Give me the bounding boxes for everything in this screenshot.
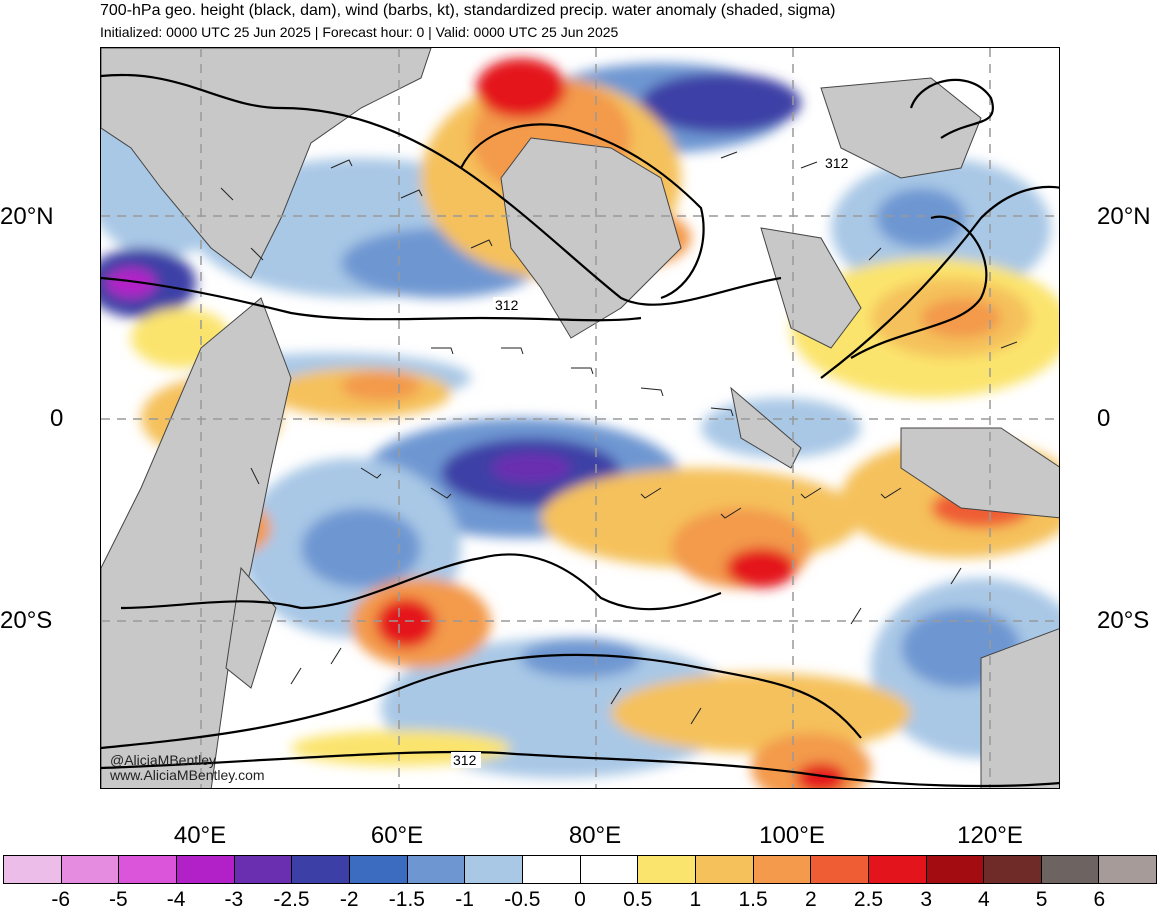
contour-label: 312 bbox=[825, 155, 849, 171]
lat-label-left-20n: 20°N bbox=[0, 203, 54, 230]
colorbar-swatch bbox=[926, 856, 985, 883]
colorbar-tick-label: -2 bbox=[339, 888, 359, 911]
colorbar-swatch bbox=[4, 856, 62, 883]
colorbar-swatch bbox=[119, 856, 177, 883]
graticule bbox=[101, 48, 1059, 788]
height-contours bbox=[101, 73, 1059, 788]
lon-label-100e: 100°E bbox=[759, 822, 825, 849]
anomaly-map: 312 312 312 bbox=[101, 48, 1059, 788]
credit-url: www.AliciaMBentley.com bbox=[110, 767, 265, 783]
colorbar-tick-label: 0.5 bbox=[623, 888, 653, 911]
credit-handle: @AliciaMBentley bbox=[110, 752, 217, 768]
lat-label-right-20s: 20°S bbox=[1097, 607, 1150, 634]
colorbar-tick-label: -4 bbox=[166, 888, 186, 911]
contour-label-group: 312 312 312 bbox=[451, 155, 853, 768]
colorbar-tick-label: 6 bbox=[1093, 888, 1106, 911]
colorbar-tick-label: 1.5 bbox=[738, 888, 768, 911]
contour-label: 312 bbox=[495, 297, 519, 313]
lat-label-left-20s: 20°S bbox=[0, 607, 53, 634]
colorbar-tick-label: 0 bbox=[574, 888, 586, 911]
colorbar-swatch bbox=[234, 856, 293, 883]
colorbar-tick-label: -3 bbox=[224, 888, 244, 911]
colorbar-swatch bbox=[61, 856, 120, 883]
colorbar-tick-label: -0.5 bbox=[504, 888, 541, 911]
colorbar-swatch bbox=[580, 856, 639, 883]
colorbar-swatch bbox=[753, 856, 812, 883]
colorbar-swatch bbox=[407, 856, 466, 883]
colorbar-swatch bbox=[522, 856, 581, 883]
contour-label: 312 bbox=[453, 752, 477, 768]
colorbar-swatch bbox=[1099, 856, 1157, 883]
colorbar-swatch bbox=[349, 856, 408, 883]
colorbar-tick-label: -6 bbox=[51, 888, 71, 911]
colorbar-tick-label: 5 bbox=[1035, 888, 1048, 911]
chart-subtitle: Initialized: 0000 UTC 25 Jun 2025 | Fore… bbox=[100, 24, 619, 40]
land-areas bbox=[101, 48, 1059, 788]
colorbar-swatch bbox=[638, 856, 696, 883]
colorbar bbox=[3, 855, 1157, 884]
colorbar-tick-label: 2 bbox=[804, 888, 817, 911]
colorbar-tick-label: -2.5 bbox=[273, 888, 310, 911]
map-panel: 312 312 312 bbox=[100, 47, 1060, 789]
colorbar-tick-label: 1 bbox=[689, 888, 702, 911]
colorbar-swatch bbox=[1041, 856, 1100, 883]
colorbar-tick-label: -1 bbox=[455, 888, 474, 911]
lon-label-60e: 60°E bbox=[370, 822, 424, 849]
colorbar-swatch bbox=[465, 856, 523, 883]
lon-label-120e: 120°E bbox=[957, 822, 1023, 849]
colorbar-tick-label: -1.5 bbox=[388, 888, 425, 911]
lat-label-left-eq: 0 bbox=[50, 405, 64, 432]
colorbar-swatch bbox=[811, 856, 869, 883]
lon-label-80e: 80°E bbox=[568, 822, 622, 849]
colorbar-swatch bbox=[984, 856, 1042, 883]
lon-label-40e: 40°E bbox=[173, 822, 227, 849]
colorbar-swatch bbox=[695, 856, 754, 883]
colorbar-tick-label: 4 bbox=[978, 888, 990, 911]
colorbar-swatch bbox=[176, 856, 235, 883]
lat-label-right-eq: 0 bbox=[1097, 405, 1111, 432]
wind-barbs bbox=[220, 151, 1018, 725]
lat-label-right-20n: 20°N bbox=[1097, 203, 1151, 230]
chart-title: 700-hPa geo. height (black, dam), wind (… bbox=[100, 2, 836, 19]
colorbar-tick-label: 3 bbox=[920, 888, 933, 911]
colorbar-swatch bbox=[868, 856, 927, 883]
colorbar-tick-label: -5 bbox=[109, 888, 128, 911]
colorbar-tick-label: 2.5 bbox=[853, 888, 884, 911]
colorbar-swatch bbox=[292, 856, 350, 883]
